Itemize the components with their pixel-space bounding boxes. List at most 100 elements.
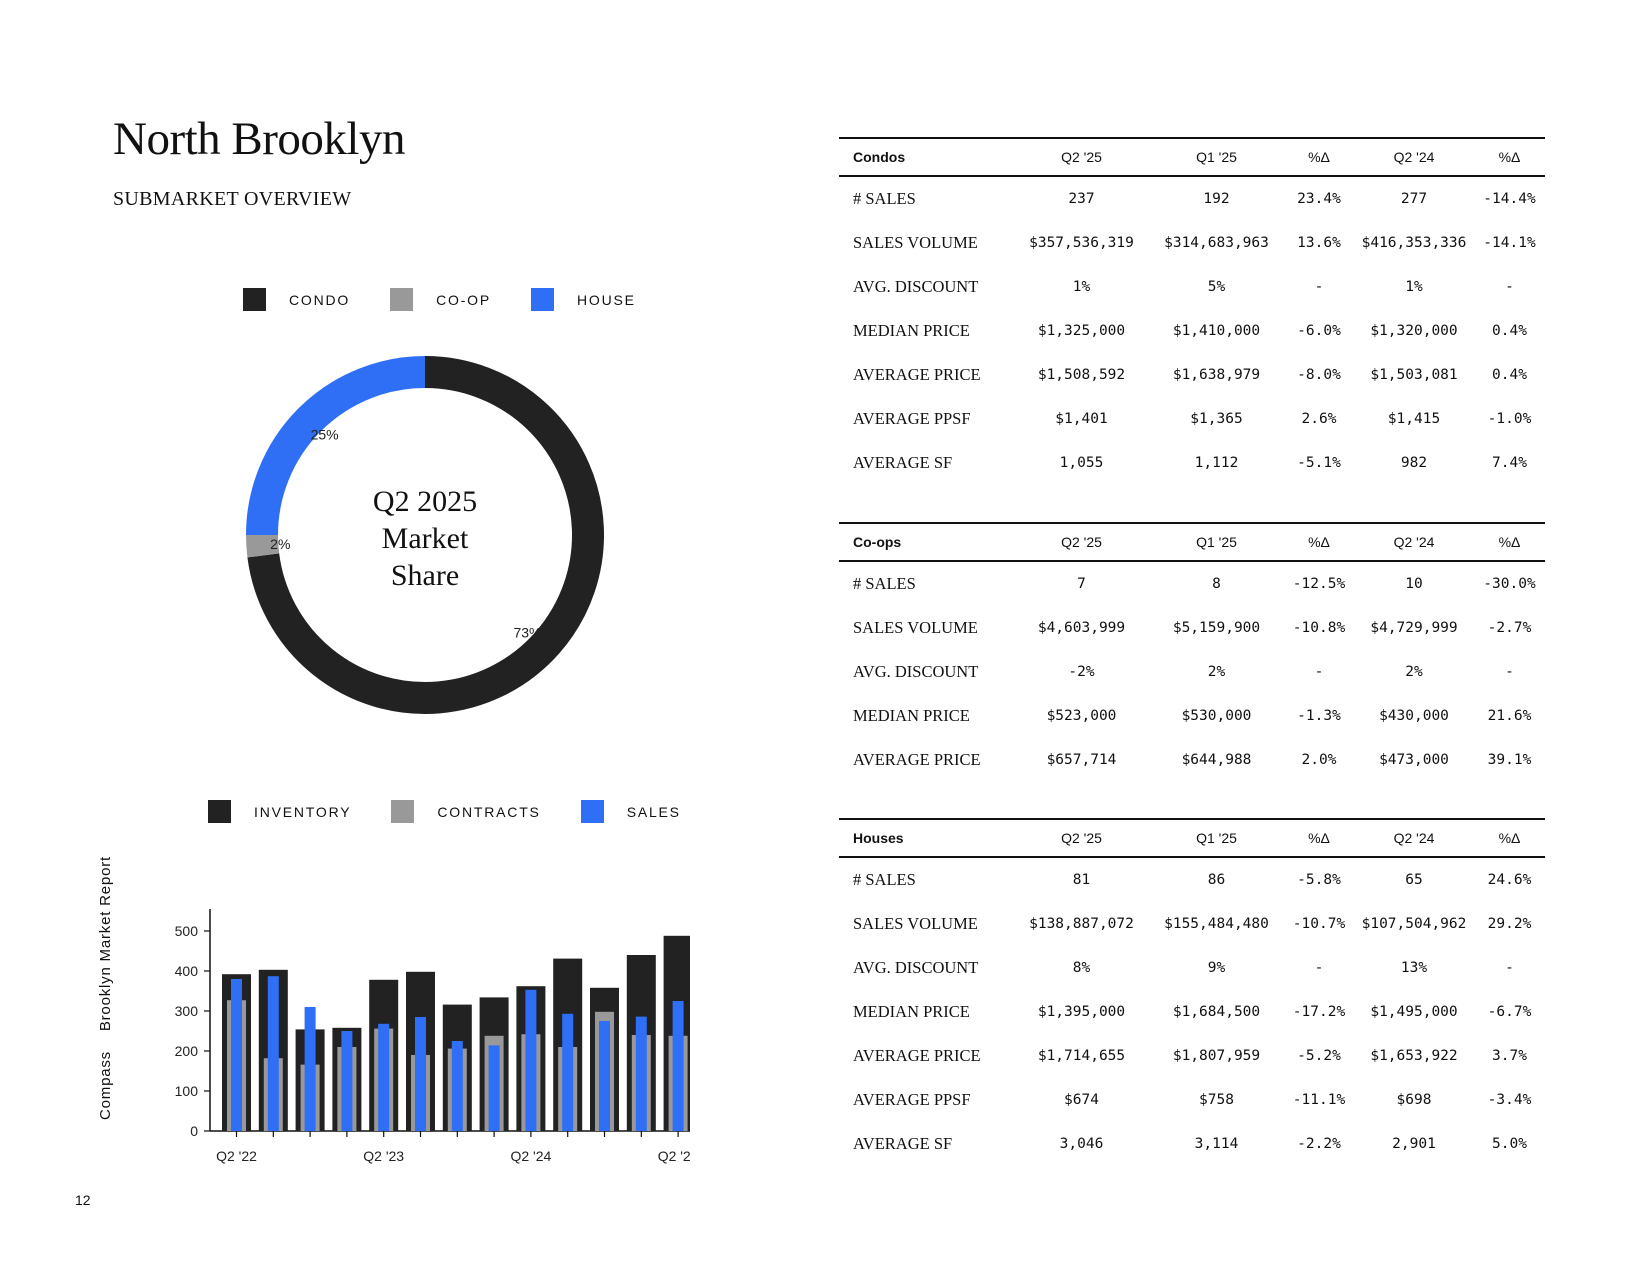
table-cell: 0.4% <box>1492 323 1527 339</box>
bar-sales <box>267 976 279 1131</box>
market-share-legend: CONDO CO-OP HOUSE <box>243 288 676 311</box>
bar-sales <box>415 1017 426 1131</box>
table-cell: 237 <box>1068 191 1095 207</box>
table-cell: $314,683,963 <box>1164 235 1269 251</box>
donut-value-label: 73% <box>513 625 541 641</box>
table-cell: 2% <box>1207 664 1226 680</box>
table-cell: - <box>1505 664 1514 680</box>
row-metric-label: AVERAGE SF <box>853 453 953 472</box>
market-share-donut: 73% 2% 25% Q2 2025 Market Share <box>246 356 604 714</box>
row-metric-label: AVERAGE PPSF <box>853 409 971 428</box>
table-cell: -6.7% <box>1487 1004 1532 1020</box>
legend-label-sales: SALES <box>626 803 681 820</box>
table-cell: $1,410,000 <box>1172 323 1261 339</box>
x-tick-label: Q2 '23 <box>363 1148 404 1164</box>
table-cell: $1,807,959 <box>1172 1048 1261 1064</box>
legend-label-condo: CONDO <box>289 291 351 308</box>
row-metric-label: AVERAGE PRICE <box>853 1046 981 1065</box>
legend-item-sales: SALES <box>580 800 681 823</box>
bar-sales <box>525 989 537 1131</box>
table-cell: -12.5% <box>1292 576 1346 592</box>
col-header: %Δ <box>1474 522 1545 562</box>
table-cell: $155,484,480 <box>1164 916 1269 932</box>
table-cell: 13.6% <box>1297 235 1341 251</box>
donut-slice-house <box>246 356 426 536</box>
table-cell: 81 <box>1072 872 1091 888</box>
col-header: Q1 '25 <box>1149 818 1284 858</box>
bar-sales <box>341 1031 353 1131</box>
table-cell: -14.1% <box>1483 235 1536 251</box>
table-row: # SALES 237 192 23.4% 277 -14.4% <box>839 176 1545 221</box>
table-cell: 23.4% <box>1297 191 1341 207</box>
table-cell: 8% <box>1072 960 1091 976</box>
table-cell: 5% <box>1207 279 1226 295</box>
table-cell: -2.7% <box>1487 620 1532 636</box>
table-cell: -3.4% <box>1487 1092 1532 1108</box>
table-cell: $1,653,922 <box>1370 1048 1458 1064</box>
page-title: North Brooklyn <box>113 113 405 165</box>
bar-sales <box>672 1001 684 1131</box>
table-cell: 9% <box>1207 960 1226 976</box>
table-cell: $698 <box>1396 1092 1432 1108</box>
y-tick-label: 0 <box>190 1123 198 1139</box>
table-category: Houses <box>839 818 1014 858</box>
legend-swatch-contracts <box>391 800 415 823</box>
page-number: 12 <box>75 1192 91 1208</box>
table-cell: -1.3% <box>1297 708 1341 724</box>
table-cell: - <box>1505 960 1514 976</box>
y-tick-label: 100 <box>175 1083 199 1099</box>
x-tick-label: Q2 '25 <box>658 1148 690 1164</box>
y-tick-label: 400 <box>175 963 199 979</box>
table-cell: 2.0% <box>1301 752 1337 768</box>
table-cell: 7.4% <box>1492 455 1527 471</box>
table-cell: 3,114 <box>1194 1136 1239 1152</box>
table-cell: 0.4% <box>1492 367 1527 383</box>
table-cell: $657,714 <box>1046 752 1117 768</box>
table-cell: $530,000 <box>1181 708 1252 724</box>
row-metric-label: MEDIAN PRICE <box>853 706 970 725</box>
bar-sales <box>451 1041 463 1131</box>
col-header: Q2 '24 <box>1354 818 1474 858</box>
legend-swatch-inventory <box>208 800 231 823</box>
coops-table: Co-ops Q2 '25 Q1 '25 %Δ Q2 '24 %Δ # SALE… <box>839 522 1545 782</box>
table-cell: -5.8% <box>1297 872 1341 888</box>
table-cell: $1,401 <box>1055 411 1108 427</box>
table-cell: - <box>1314 279 1324 295</box>
table-cell: $1,714,655 <box>1037 1048 1126 1064</box>
row-metric-label: AVERAGE PPSF <box>853 1090 971 1109</box>
table-cell: $473,000 <box>1379 752 1449 768</box>
table-row: AVERAGE PRICE $1,508,592 $1,638,979 -8.0% $1… <box>839 353 1545 397</box>
row-metric-label: AVG. DISCOUNT <box>853 277 979 296</box>
col-header: %Δ <box>1284 818 1354 858</box>
table-cell: -17.2% <box>1292 1004 1346 1020</box>
row-metric-label: SALES VOLUME <box>853 618 978 637</box>
table-cell: $4,603,999 <box>1037 620 1126 636</box>
table-row: AVG. DISCOUNT 8% 9% - 13% - <box>839 946 1545 990</box>
table-cell: 65 <box>1405 872 1423 888</box>
donut-value-label: 25% <box>311 427 339 443</box>
table-cell: $416,353,336 <box>1361 235 1467 251</box>
table-cell: 7 <box>1077 576 1086 592</box>
table-cell: -2.2% <box>1297 1136 1341 1152</box>
table-cell: $1,365 <box>1190 411 1243 427</box>
table-row: SALES VOLUME $138,887,072 $155,484,480 -10.… <box>839 902 1545 946</box>
table-cell: -6.0% <box>1297 323 1341 339</box>
table-header-row: Condos Q2 '25 Q1 '25 %Δ Q2 '24 %Δ <box>839 137 1545 177</box>
legend-swatch-condo <box>243 288 266 311</box>
bar-sales <box>378 1023 390 1131</box>
table-row: MEDIAN PRICE $1,325,000 $1,410,000 -6.0% $1,… <box>839 309 1545 353</box>
table-cell: $4,729,999 <box>1370 620 1458 636</box>
x-tick-label: Q2 '22 <box>216 1148 257 1164</box>
table-cell: 1,112 <box>1194 455 1239 471</box>
y-tick-label: 200 <box>175 1043 199 1059</box>
legend-item-coop: CO-OP <box>390 288 491 311</box>
row-metric-label: MEDIAN PRICE <box>853 321 970 340</box>
table-row: MEDIAN PRICE $1,395,000 $1,684,500 -17.2% $1… <box>839 990 1545 1034</box>
table-cell: -10.7% <box>1292 916 1346 932</box>
table-cell: $644,988 <box>1181 752 1252 768</box>
table-row: AVERAGE SF 3,046 3,114 -2.2% 2,901 5.0% <box>839 1122 1545 1166</box>
table-cell: 1,055 <box>1059 455 1104 471</box>
table-row: MEDIAN PRICE $523,000 $530,000 -1.3% $430,00… <box>839 694 1545 738</box>
col-header: Q1 '25 <box>1149 522 1284 562</box>
table-cell: 2,901 <box>1392 1136 1436 1152</box>
